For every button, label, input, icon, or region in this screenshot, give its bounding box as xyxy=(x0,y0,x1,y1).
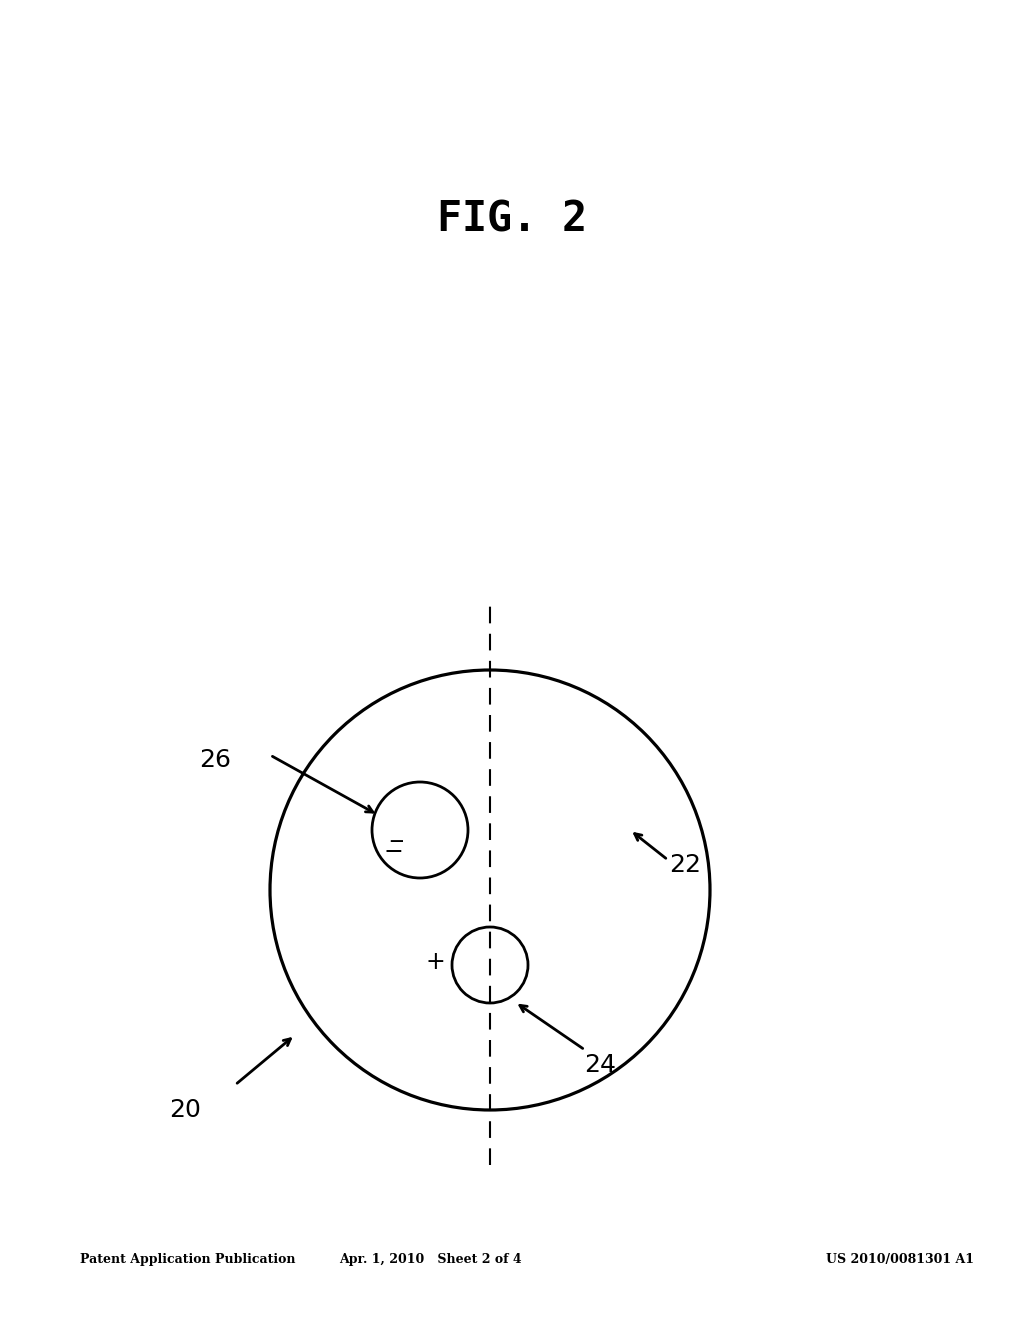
Text: Patent Application Publication: Patent Application Publication xyxy=(80,1254,296,1266)
Text: Apr. 1, 2010   Sheet 2 of 4: Apr. 1, 2010 Sheet 2 of 4 xyxy=(339,1254,521,1266)
Text: 26: 26 xyxy=(199,748,231,772)
Text: −̅: −̅ xyxy=(383,840,402,865)
Text: FIG. 2: FIG. 2 xyxy=(437,199,587,242)
Text: +: + xyxy=(425,950,444,974)
Text: US 2010/0081301 A1: US 2010/0081301 A1 xyxy=(826,1254,974,1266)
Text: 22: 22 xyxy=(669,853,701,876)
Text: 20: 20 xyxy=(169,1098,201,1122)
Text: 24: 24 xyxy=(584,1053,616,1077)
